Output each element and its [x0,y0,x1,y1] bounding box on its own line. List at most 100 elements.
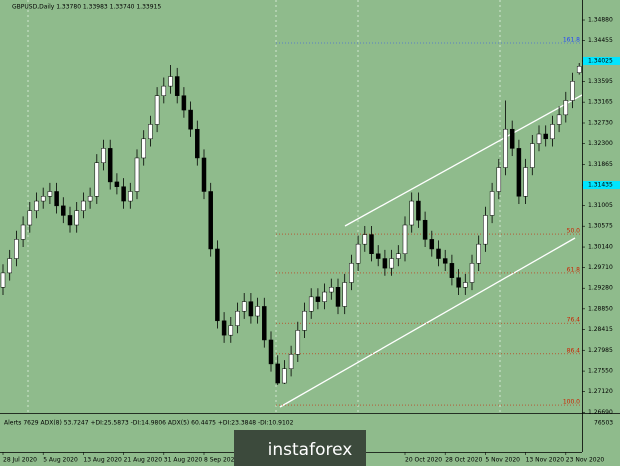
candle-body [295,330,301,355]
candle-body [509,128,515,149]
candle-body [181,95,187,111]
candle-body [154,95,160,125]
candle-body [416,200,421,221]
candle-body [449,263,455,278]
candle-body [329,287,334,293]
candle-body [40,196,46,202]
y-tick-label: 1.30140 [588,244,613,251]
x-tick-label: 28 Oct 2020 [445,457,482,464]
candle-body [128,191,133,202]
x-tick-label: 5 Nov 2020 [485,457,520,464]
candle-body [215,248,220,322]
x-tick-label: 20 Oct 2020 [405,457,442,464]
candle-body [563,100,569,116]
candle-body [34,200,39,211]
candle-body [556,114,562,125]
candle-body [342,282,347,307]
candle-body [61,205,66,216]
x-tick-label: 23 Nov 2020 [566,457,605,464]
y-tick-label: 1.29710 [588,264,613,271]
y-tick-label: 1.29280 [588,285,613,292]
candle-body [27,210,33,226]
candle-body [141,138,146,159]
x-tick-label: 21 Aug 2020 [124,457,163,464]
channel-upper [344,94,583,227]
candle-body [168,76,173,87]
candle-body [0,272,6,288]
y-tick-label: 1.33165 [588,99,613,106]
y-tick-label: 1.27550 [588,368,613,375]
candle-body [382,258,388,269]
candle-body [369,234,374,254]
candle-body [114,181,120,187]
candle-body [87,196,93,202]
candle-body [463,282,468,288]
x-tick-label: 13 Nov 2020 [526,457,565,464]
candle-body [262,306,267,341]
candle-body [516,148,522,197]
candle-body [101,148,106,163]
candle-body [576,65,582,73]
candle-body [496,167,502,192]
candle-body [275,363,280,384]
candle-body [570,81,575,101]
candle-body [409,200,414,226]
price-highlight [583,56,620,65]
candle-body [221,320,227,336]
candle-body [67,215,73,226]
candle-body [375,253,381,259]
candle-body [134,157,140,192]
x-tick-label: 5 Aug 2020 [43,457,78,464]
channel-lines [27,0,583,413]
candle-body [489,191,495,216]
indicator-label: Alerts 7629 ADX(8) 53.7247 +DI:25.5873 -… [4,420,294,427]
candle-body [174,76,180,96]
candle-body [422,219,428,240]
fib-label: 76.4 [567,317,581,324]
candle-body [536,133,542,144]
candle-body [550,124,555,140]
candle-body [107,148,113,183]
candle-body [248,301,254,317]
y-tick-label: 1.31435 [588,182,613,189]
candle-body [456,277,461,288]
candle-body [235,310,240,326]
candle-body [322,291,327,302]
candle-body [389,258,394,269]
candle-body [208,191,213,250]
fib-label: 50.0 [567,228,581,235]
x-tick-label: 13 Aug 2020 [83,457,122,464]
candle-body [20,224,26,240]
candle-body [94,162,100,197]
candle-body [402,224,408,254]
indicator-value: 76503 [594,420,613,427]
chart-title: GBPUSD,Daily 1.33780 1.33983 1.33740 1.3… [12,4,161,11]
candle-body [302,310,307,331]
candle-body [396,253,401,259]
y-tick-label: 1.28850 [588,305,613,312]
candle-body [436,248,441,259]
fib-label: 161.8 [563,37,580,44]
candle-body [308,296,314,312]
candle-body [362,234,368,245]
candle-body [288,354,294,369]
candle-body [315,296,321,302]
y-tick-label: 1.34025 [588,57,613,64]
candle-body [228,325,234,336]
candle-body [429,239,435,250]
candle-body [282,368,287,384]
candle-body [469,263,475,283]
watermark-box [234,430,366,466]
candle-body [476,243,481,264]
candle-body [241,301,247,312]
candle-body [543,133,548,140]
y-tick-label: 1.30575 [588,223,613,230]
channel-lower [279,237,576,408]
candle-body [148,124,153,140]
x-tick-label: 31 Aug 2020 [164,457,203,464]
candle-body [335,287,341,307]
y-tick-label: 1.31865 [588,161,613,168]
candle-body [161,85,167,96]
candle-body [7,258,12,274]
